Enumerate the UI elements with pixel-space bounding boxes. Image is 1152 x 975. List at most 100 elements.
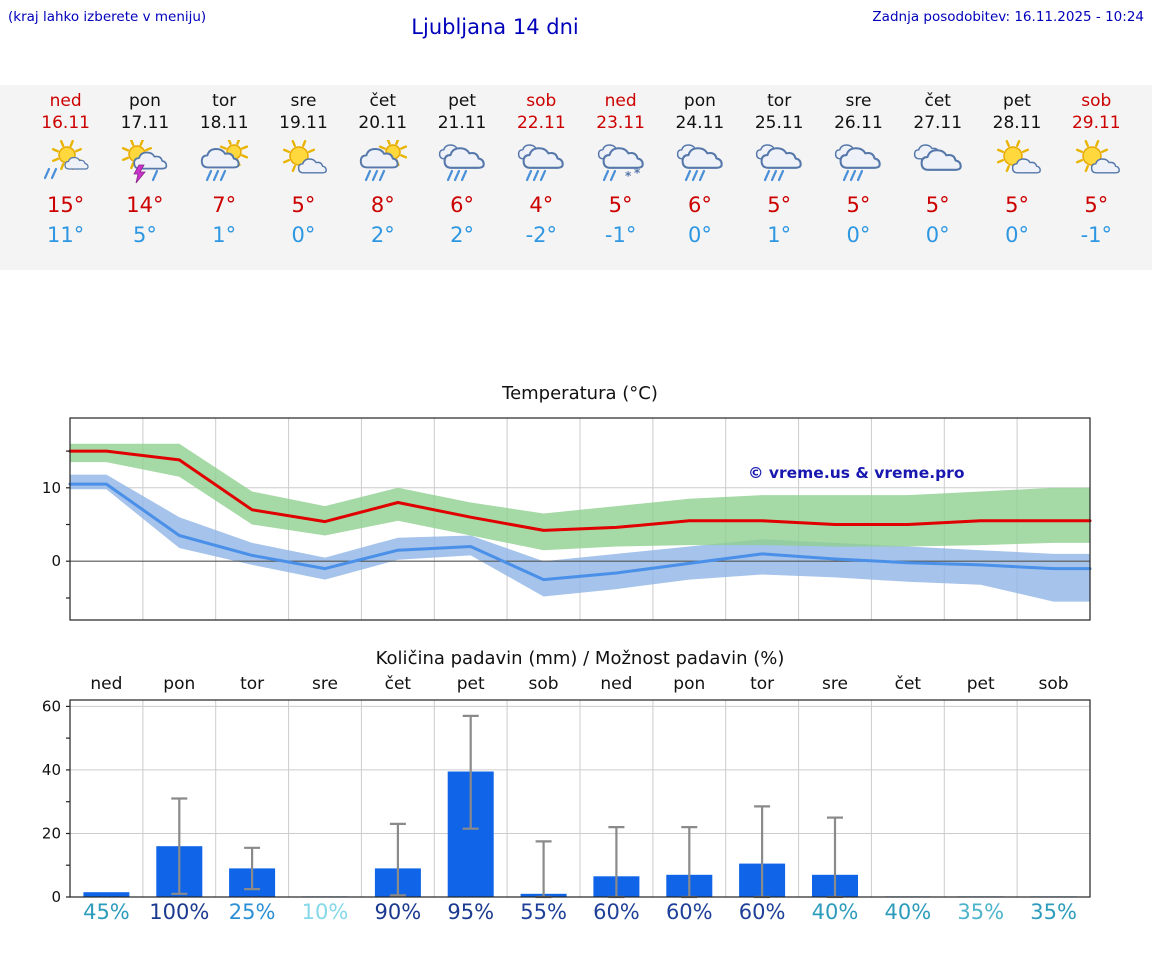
day-name: pon xyxy=(128,91,161,111)
rain-sun-icon xyxy=(343,134,422,192)
high-temp: 5° xyxy=(608,193,633,217)
precip-day-label: čet xyxy=(384,674,412,694)
low-temp: 2° xyxy=(450,223,474,247)
day-date: 19.11 xyxy=(279,113,328,133)
day-name: ned xyxy=(49,91,82,111)
svg-text:40: 40 xyxy=(42,761,61,779)
day-cell[interactable]: tor 25.11 5° 1° xyxy=(740,90,819,270)
day-cell[interactable]: pon 24.11 6° 0° xyxy=(660,90,739,270)
day-name: sre xyxy=(290,91,317,111)
sun-cloud-icon xyxy=(264,134,343,192)
day-cell[interactable]: sre 19.11 5° 0° xyxy=(264,90,343,270)
low-temp: 1° xyxy=(212,223,237,247)
day-cell[interactable]: sob 29.11 5° -1° xyxy=(1057,90,1136,270)
low-temp: 5° xyxy=(132,223,157,247)
precip-day-label: pet xyxy=(966,674,995,694)
high-temp: 14° xyxy=(126,193,164,217)
day-date: 25.11 xyxy=(754,113,804,133)
location-menu-hint[interactable]: (kraj lahko izberete v meniju) xyxy=(8,9,207,25)
day-name: pet xyxy=(1003,91,1031,111)
last-update-text: Zadnja posodobitev: 16.11.2025 - 10:24 xyxy=(872,9,1144,25)
precip-probability: 25% xyxy=(228,900,276,924)
precip-probability: 60% xyxy=(738,900,786,924)
precip-probability: 10% xyxy=(301,900,349,924)
day-cell[interactable]: sob 22.11 4° -2° xyxy=(502,90,581,270)
precip-probability: 60% xyxy=(593,900,640,924)
day-date: 17.11 xyxy=(120,113,170,133)
low-temp: 11° xyxy=(47,223,85,247)
day-cell[interactable]: čet 27.11 5° 0° xyxy=(898,90,977,270)
precipitation-chart-title: Količina padavin (mm) / Možnost padavin … xyxy=(375,648,785,669)
cloud-icon xyxy=(898,134,977,192)
precip-day-label: tor xyxy=(240,674,265,694)
precip-probability: 35% xyxy=(1030,900,1077,924)
sun-cloud-icon xyxy=(1057,134,1136,192)
precip-probability: 55% xyxy=(520,900,567,924)
day-name: tor xyxy=(212,91,237,111)
precip-day-label: čet xyxy=(894,674,922,694)
rain-icon xyxy=(502,134,581,192)
day-date: 23.11 xyxy=(596,113,645,133)
day-cell[interactable]: čet 20.11 8° 2° xyxy=(343,90,422,270)
precip-day-label: pon xyxy=(673,674,706,694)
low-temp: 0° xyxy=(925,223,950,247)
svg-text:*: * xyxy=(625,169,632,183)
day-name: čet xyxy=(924,91,951,111)
day-name: sob xyxy=(526,91,557,111)
low-temp: -1° xyxy=(1080,223,1113,247)
rain-icon xyxy=(740,134,819,192)
svg-text:10: 10 xyxy=(42,479,61,497)
day-date: 27.11 xyxy=(913,113,963,133)
day-name: tor xyxy=(767,91,792,111)
day-cell[interactable]: ned 23.11 * * 5° -1° xyxy=(581,90,660,270)
high-temp: 15° xyxy=(47,193,85,217)
day-name: sob xyxy=(1081,91,1112,111)
precip-day-label: sre xyxy=(822,674,848,694)
precip-day-label: sre xyxy=(312,674,338,694)
precip-probability: 45% xyxy=(83,900,130,924)
day-cell[interactable]: pon 17.11 14° 5° xyxy=(105,90,184,270)
day-cell[interactable]: sre 26.11 5° 0° xyxy=(819,90,898,270)
precip-day-label: sob xyxy=(528,674,559,694)
sleet-icon: * * xyxy=(581,134,660,192)
high-temp: 5° xyxy=(1084,193,1109,217)
svg-text:60: 60 xyxy=(42,698,61,715)
day-name: pon xyxy=(683,91,716,111)
low-temp: 0° xyxy=(687,223,712,247)
low-temp: 0° xyxy=(846,223,871,247)
temperature-chart-title: Temperatura (°C) xyxy=(502,383,658,404)
day-cell[interactable]: pet 28.11 5° 0° xyxy=(977,90,1056,270)
precip-day-label: pon xyxy=(163,674,196,694)
day-cell[interactable]: tor 18.11 7° 1° xyxy=(185,90,264,270)
precip-probability: 40% xyxy=(811,900,859,924)
day-date: 21.11 xyxy=(437,113,487,133)
day-date: 29.11 xyxy=(1071,113,1121,133)
temperature-chart: 0 10 © vreme.us & vreme.pro xyxy=(42,417,1092,621)
day-cell[interactable]: pet 21.11 6° 2° xyxy=(422,90,501,270)
precipitation-chart: 0 20 40 60 xyxy=(42,698,1091,904)
precip-probability: 35% xyxy=(957,900,1005,924)
svg-text:0: 0 xyxy=(51,552,61,570)
day-date: 28.11 xyxy=(992,113,1042,133)
high-temp: 5° xyxy=(767,193,792,217)
precip-probability: 40% xyxy=(884,900,932,924)
precip-day-label: ned xyxy=(90,674,123,694)
day-date: 22.11 xyxy=(516,113,566,133)
precip-probability-row: 45% 100% 25% 10% 90% 95% 55% 60% 60% 60% 40% 40% 35%… xyxy=(0,900,1152,926)
low-temp: 1° xyxy=(767,223,792,247)
day-date: 16.11 xyxy=(41,113,90,133)
precip-day-label: tor xyxy=(750,674,775,694)
sun-cloud-icon xyxy=(977,134,1056,192)
day-cell[interactable]: ned 16.11 15° 11° xyxy=(26,90,105,270)
day-name: pet xyxy=(448,91,476,111)
day-date: 18.11 xyxy=(199,113,249,133)
low-temp: -1° xyxy=(604,223,637,247)
day-name: sre xyxy=(845,91,872,111)
high-temp: 6° xyxy=(450,193,474,217)
low-temp: -2° xyxy=(525,223,558,247)
high-temp: 5° xyxy=(925,193,950,217)
svg-text:*: * xyxy=(634,166,641,180)
precip-day-label: ned xyxy=(600,674,633,694)
low-temp: 2° xyxy=(370,223,395,247)
rain-icon xyxy=(660,134,739,192)
